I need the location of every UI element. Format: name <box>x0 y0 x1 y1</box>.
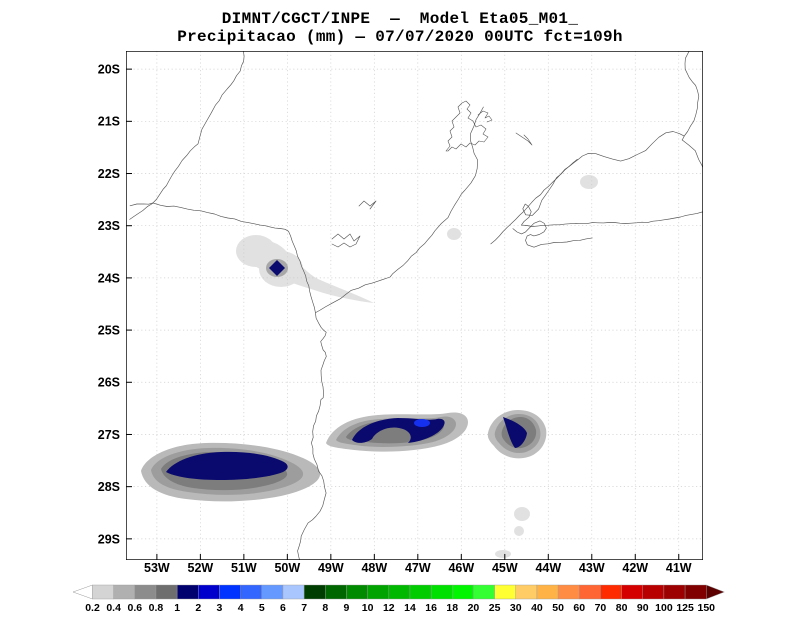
svg-text:0.6: 0.6 <box>128 602 143 614</box>
svg-text:10: 10 <box>362 602 374 614</box>
svg-text:150: 150 <box>697 602 715 614</box>
svg-text:1: 1 <box>174 602 180 614</box>
svg-text:4: 4 <box>238 602 244 614</box>
svg-text:3: 3 <box>217 602 223 614</box>
svg-text:25: 25 <box>489 602 501 614</box>
svg-text:0.8: 0.8 <box>149 602 164 614</box>
svg-text:8: 8 <box>322 602 328 614</box>
svg-text:16: 16 <box>425 602 437 614</box>
svg-text:18: 18 <box>446 602 458 614</box>
svg-text:40: 40 <box>531 602 543 614</box>
svg-text:6: 6 <box>280 602 286 614</box>
svg-text:60: 60 <box>573 602 585 614</box>
svg-text:0.4: 0.4 <box>106 602 121 614</box>
svg-text:70: 70 <box>595 602 607 614</box>
svg-text:0.2: 0.2 <box>85 602 100 614</box>
svg-text:125: 125 <box>676 602 694 614</box>
svg-text:2: 2 <box>195 602 201 614</box>
svg-text:5: 5 <box>259 602 265 614</box>
svg-text:20: 20 <box>468 602 480 614</box>
svg-text:50: 50 <box>552 602 564 614</box>
svg-text:90: 90 <box>637 602 649 614</box>
svg-text:30: 30 <box>510 602 522 614</box>
svg-text:9: 9 <box>344 602 350 614</box>
svg-text:7: 7 <box>301 602 307 614</box>
svg-text:12: 12 <box>383 602 395 614</box>
svg-text:80: 80 <box>616 602 628 614</box>
svg-text:100: 100 <box>655 602 673 614</box>
svg-text:14: 14 <box>404 602 416 614</box>
